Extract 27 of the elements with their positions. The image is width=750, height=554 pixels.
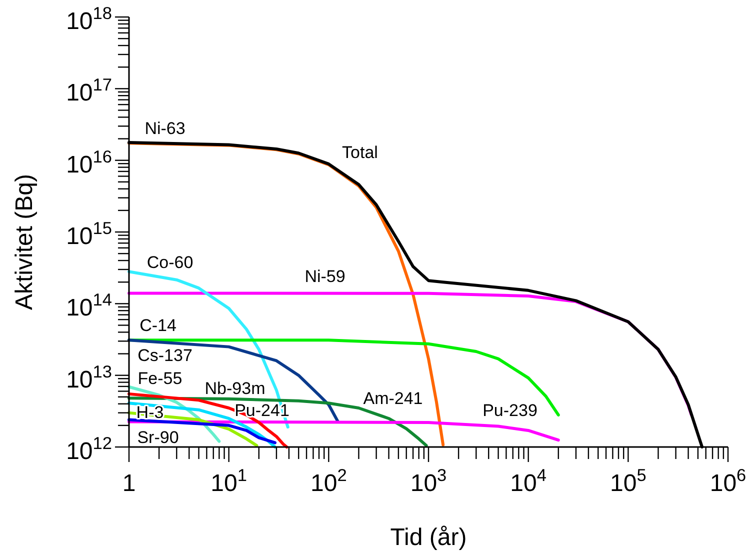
y-tick-label: 10$^{13}$	[66, 361, 112, 394]
y-axis-title: Aktivitet (Bq)	[11, 174, 38, 310]
y-tick-label: 10$^{16}$	[66, 146, 112, 178]
y-tick-label: 10$^{14}$	[66, 290, 112, 322]
series-label: Ni-59	[304, 267, 346, 286]
x-tick-label: 10$^{6}$	[710, 465, 746, 497]
series-label: Pu-239	[482, 401, 538, 420]
x-tick-label: 10$^{3}$	[410, 465, 447, 497]
series-label: Total	[342, 143, 378, 162]
x-tick-label: 10$^{5}$	[610, 465, 646, 497]
series-label: Co-60	[146, 253, 194, 272]
series-label: Cs-137	[138, 346, 192, 365]
series-label: Nb-93m	[204, 379, 266, 398]
y-tick-label: 10$^{18}$	[66, 3, 112, 35]
y-tick-label: 10$^{15}$	[66, 218, 112, 250]
series-label: Ni-63	[144, 119, 186, 138]
series-label: Fe-55	[138, 369, 182, 388]
series-label: Sr-90	[137, 428, 179, 447]
y-tick-label: 10$^{12}$	[66, 433, 112, 465]
x-tick-label: 10$^{2}$	[310, 465, 347, 497]
x-tick-label: 1	[122, 470, 136, 497]
series-label: C-14	[140, 316, 176, 335]
series-label: Am-241	[363, 389, 423, 408]
y-tick-label: 10$^{17}$	[66, 74, 112, 107]
x-tick-label: 10$^{4}$	[510, 465, 547, 497]
x-tick-label: 10$^{1}$	[210, 465, 247, 497]
x-axis-title: Tid (år)	[390, 524, 467, 551]
